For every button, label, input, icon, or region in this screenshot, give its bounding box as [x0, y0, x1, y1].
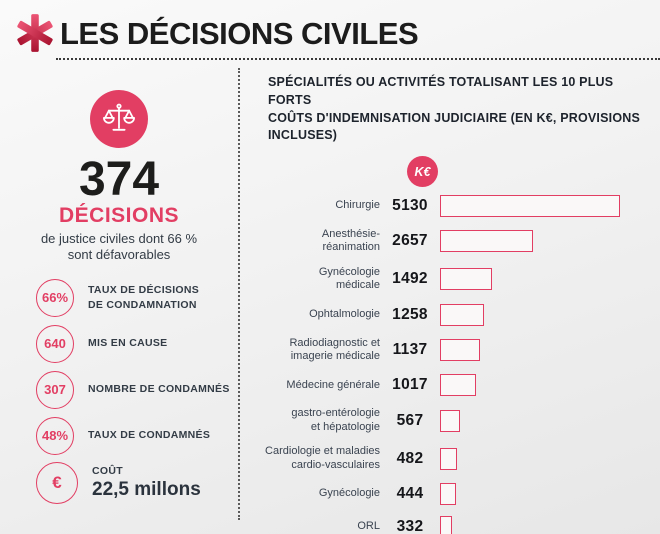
bar: [440, 230, 533, 253]
bar: [440, 374, 476, 397]
stat-row: 640 MIS EN CAUSE: [36, 324, 238, 364]
category-label: Gynécologie médicale: [318, 265, 380, 292]
content: 374 DÉCISIONS de justice civiles dont 66…: [0, 62, 660, 534]
category-label: Gynécologie: [318, 487, 380, 500]
category-label: Médecine générale: [286, 378, 380, 391]
chart-row: Médecine générale 1017: [252, 374, 660, 397]
value-label: 1137: [392, 341, 428, 359]
bar: [440, 447, 457, 470]
bar: [440, 516, 452, 534]
euro-icon: €: [36, 461, 78, 504]
stat-row: € COÛT 22,5 millons: [36, 461, 238, 504]
stat-circle-value: 66%: [36, 278, 74, 317]
chart-row: Cardiologie et maladies cardio-vasculair…: [252, 445, 660, 472]
stat-row: 66% TAUX DE DÉCISIONS DE CONDAMNATION: [36, 278, 238, 318]
value-label: 567: [396, 411, 424, 429]
bar: [440, 268, 492, 291]
stat-label: MIS EN CAUSE: [88, 337, 168, 350]
chart-title: SPÉCIALITÉS OU ACTIVITÉS TOTALISANT LES …: [268, 75, 641, 143]
bar: [440, 409, 460, 432]
stat-text: TAUX DE CONDAMNÉS: [88, 428, 210, 442]
value-label: 2657: [392, 232, 428, 250]
chart-row: Anesthésie- réanimation 2657: [252, 228, 660, 255]
chart-row: ORL 332: [252, 516, 660, 534]
stat-circle-value: 640: [36, 324, 74, 363]
value-label: 1017: [392, 376, 428, 394]
unit-badge-ke: K€: [407, 156, 438, 187]
value-label: 482: [396, 449, 424, 467]
stat-label: TAUX DE DÉCISIONS DE CONDAMNATION: [88, 284, 200, 311]
bar: [440, 195, 620, 217]
right-panel: SPÉCIALITÉS OU ACTIVITÉS TOTALISANT LES …: [240, 62, 660, 534]
header-dotted-rule: [56, 58, 660, 60]
chart-row: Gynécologie médicale 1492: [252, 266, 660, 293]
bar: [440, 483, 456, 506]
scales-of-justice-icon: [90, 90, 148, 148]
left-panel: 374 DÉCISIONS de justice civiles dont 66…: [0, 68, 240, 520]
stat-text: COÛT 22,5 millons: [92, 464, 201, 500]
category-label: Radiodiagnostic et imagerie médicale: [289, 336, 380, 363]
stat-label: COÛT: [92, 465, 123, 478]
stat-text: TAUX DE DÉCISIONS DE CONDAMNATION: [88, 283, 199, 311]
chart-row: Chirurgie 5130: [252, 195, 660, 217]
stat-row: 48% TAUX DE CONDAMNÉS: [36, 416, 238, 456]
chart-row: gastro-entérologie et hépatologie 567: [252, 407, 660, 434]
value-label: 1258: [392, 305, 428, 323]
chart-row: Gynécologie 444: [252, 483, 660, 506]
decisions-subtitle: de justice civiles dont 66 % sont défavo…: [40, 231, 198, 263]
stat-label: NOMBRE DE CONDAMNÉS: [88, 383, 230, 396]
stat-subvalue: 22,5 millons: [92, 478, 201, 500]
page-title: LES DÉCISIONS CIVILES: [60, 16, 419, 51]
asterisk-icon: [14, 12, 56, 59]
chart-row: Radiodiagnostic et imagerie médicale 1137: [252, 337, 660, 364]
header: LES DÉCISIONS CIVILES: [0, 0, 660, 62]
category-label: Ophtalmologie: [309, 307, 380, 320]
category-label: Chirurgie: [335, 199, 380, 212]
stat-circle-value: 48%: [36, 416, 74, 455]
decisions-count: 374: [78, 153, 160, 206]
bar: [440, 303, 484, 326]
stats-list: 66% TAUX DE DÉCISIONS DE CONDAMNATION 640 M…: [0, 278, 238, 504]
chart-row: Ophtalmologie 1258: [252, 303, 660, 326]
bar-chart: Chirurgie 5130 Anesthésie- réanimation 2657…: [252, 195, 660, 534]
value-label: 5130: [392, 197, 428, 214]
category-label: gastro-entérologie et hépatologie: [291, 407, 380, 433]
category-label: Cardiologie et maladies cardio-vasculair…: [265, 445, 380, 471]
value-label: 1492: [392, 270, 428, 288]
value-label: 444: [396, 485, 424, 503]
stat-row: 307 NOMBRE DE CONDAMNÉS: [36, 370, 238, 410]
stat-circle-value: 307: [36, 370, 74, 409]
stat-text: NOMBRE DE CONDAMNÉS: [88, 382, 230, 396]
value-label: 332: [396, 518, 424, 534]
category-label: ORL: [357, 520, 380, 533]
category-label: Anesthésie- réanimation: [321, 228, 380, 254]
decisions-label: DÉCISIONS: [58, 204, 180, 227]
stat-text: MIS EN CAUSE: [88, 336, 167, 350]
bar: [440, 339, 480, 362]
stat-label: TAUX DE CONDAMNÉS: [88, 429, 211, 442]
